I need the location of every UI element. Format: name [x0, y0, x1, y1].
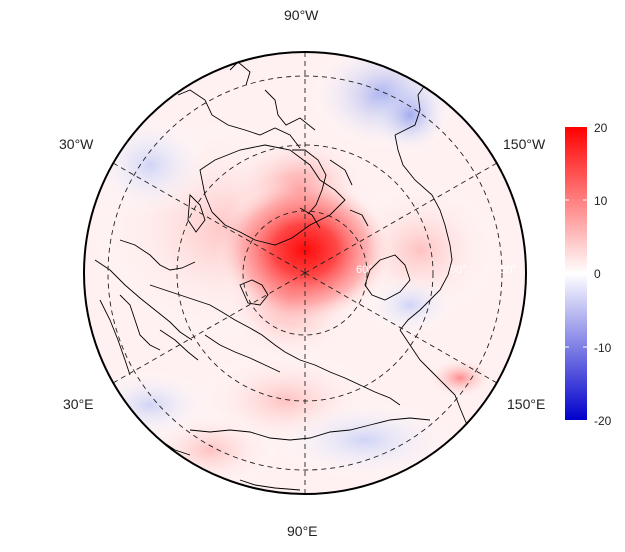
map-frame	[83, 51, 527, 495]
lon-label-upper-left: 30°W	[59, 136, 94, 152]
colorbar-tick-10: 10	[594, 194, 608, 208]
colorbar-tick-neg10: -10	[594, 341, 612, 355]
lon-label-top: 90°W	[284, 7, 319, 23]
colorbar-tick-20: 20	[594, 121, 608, 135]
graticule	[107, 52, 503, 494]
lat-label-60: 60°	[356, 264, 373, 276]
lat-label-50a: 50°	[450, 264, 467, 276]
colorbar-tick-0: 0	[594, 267, 601, 281]
lat-label-50b: 50°	[500, 264, 517, 276]
lon-label-lower-left: 30°E	[63, 396, 94, 412]
colorbar-scale	[565, 127, 587, 420]
colorbar-ticks	[565, 199, 587, 348]
lon-label-lower-right: 150°E	[507, 396, 546, 412]
coastlines	[94, 61, 471, 491]
lon-label-bottom: 90°E	[287, 523, 318, 539]
lon-label-upper-right: 150°W	[503, 136, 546, 152]
colorbar-tick-neg20: -20	[594, 414, 612, 428]
